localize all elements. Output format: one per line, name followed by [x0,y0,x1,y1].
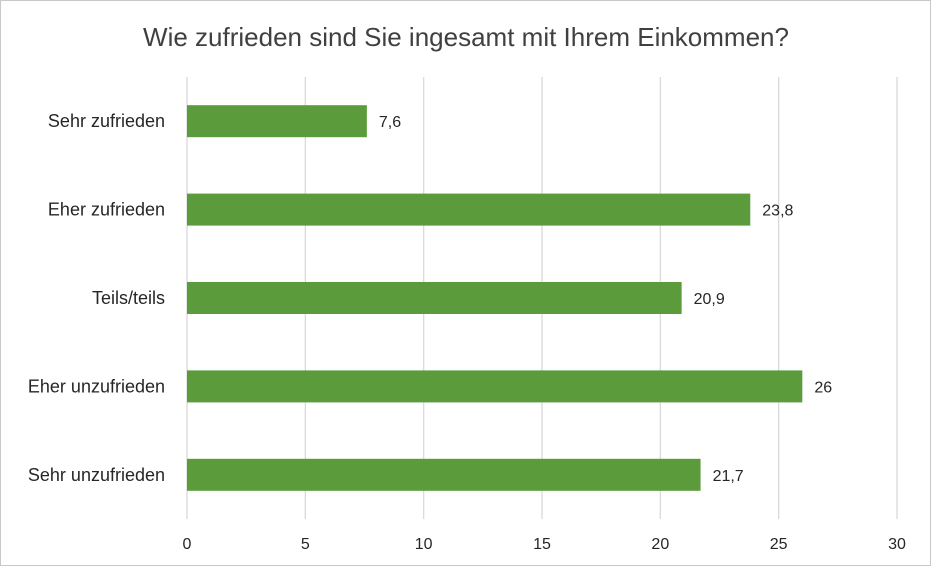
x-tick-label: 10 [415,536,433,553]
data-label: 23,8 [762,203,793,220]
category-axis: Sehr zufrieden Eher zufrieden Teils/teils E… [28,111,165,485]
bar [187,458,701,491]
bar [187,193,751,226]
data-label: 7,6 [379,114,401,131]
bar [187,282,682,314]
x-tick-label: 5 [301,536,310,553]
data-labels: 7,6 23,8 20,9 26 21,7 [379,114,832,485]
value-axis: 0 5 10 15 20 25 30 [183,536,906,553]
data-label: 21,7 [713,468,744,485]
category-label: Sehr zufrieden [48,111,165,131]
x-tick-label: 30 [888,536,906,553]
category-label: Sehr unzufrieden [28,465,165,485]
x-tick-label: 25 [770,536,788,553]
bars [187,105,803,491]
bar [187,370,803,403]
data-label: 20,9 [694,291,725,308]
x-tick-label: 20 [651,536,669,553]
category-label: Eher zufrieden [48,200,165,220]
category-label: Teils/teils [92,288,165,308]
bar [187,105,367,138]
x-tick-label: 15 [533,536,551,553]
chart-title: Wie zufrieden sind Sie ingesamt mit Ihre… [143,22,789,52]
category-label: Eher unzufrieden [28,376,165,396]
x-tick-label: 0 [183,536,192,553]
data-label: 26 [814,379,832,396]
